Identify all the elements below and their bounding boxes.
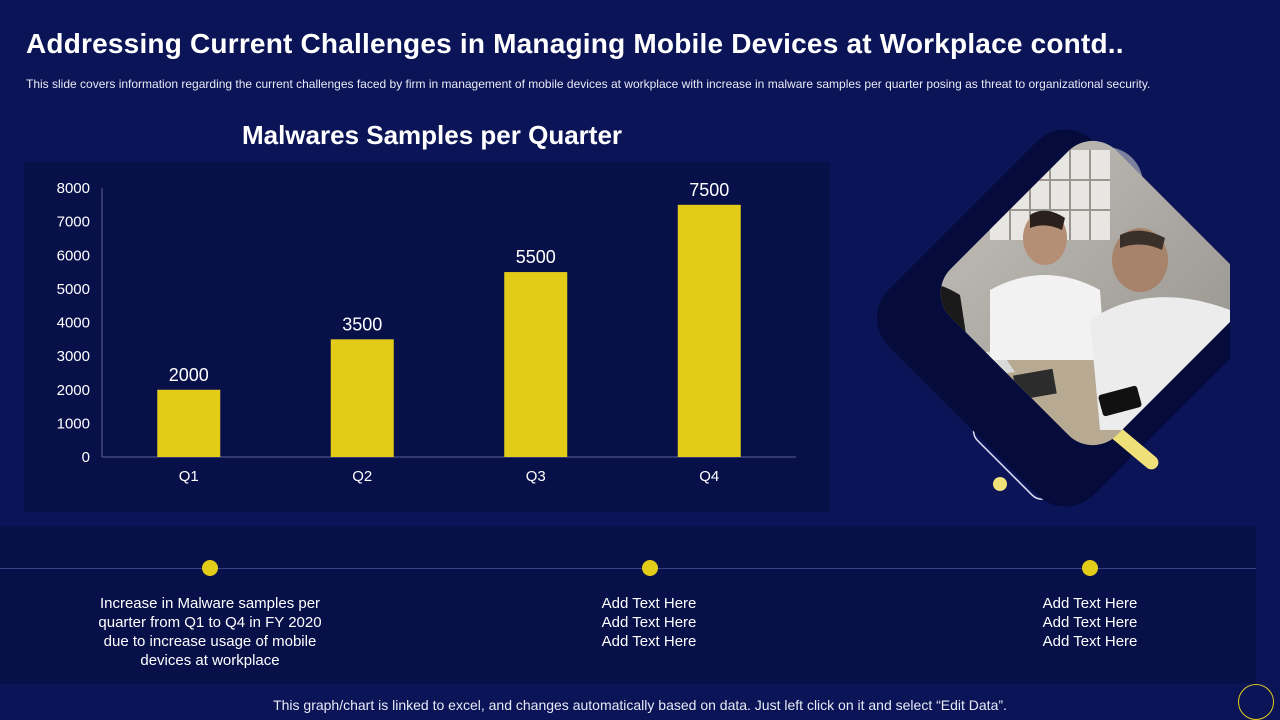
- timeline-text-3[interactable]: Add Text Here Add Text Here Add Text Her…: [960, 594, 1220, 651]
- timeline-line: [0, 568, 1256, 569]
- bar: [330, 339, 394, 457]
- data-label: 5500: [516, 247, 556, 267]
- timeline-text-2[interactable]: Add Text Here Add Text Here Add Text Her…: [519, 594, 779, 651]
- corner-circle-decoration: [1238, 684, 1274, 720]
- timeline-text-line: Add Text Here: [1042, 633, 1138, 650]
- y-tick-label: 4000: [57, 315, 90, 332]
- y-tick-label: 1000: [57, 415, 90, 432]
- x-tick-label: Q4: [699, 468, 719, 485]
- timeline-text-line: Add Text Here: [1042, 595, 1138, 612]
- x-tick-label: Q1: [179, 468, 199, 485]
- timeline-text-line: quarter from Q1 to Q4 in FY 2020: [98, 614, 322, 631]
- timeline-dot-1: [202, 560, 218, 576]
- bar: [677, 204, 741, 457]
- y-tick-label: 3000: [57, 348, 90, 365]
- data-label: 7500: [689, 180, 729, 200]
- bar: [157, 389, 221, 457]
- timeline-dot-2: [642, 560, 658, 576]
- timeline-text-line: Add Text Here: [1042, 614, 1138, 631]
- data-label: 2000: [169, 365, 209, 385]
- decorative-pill: [1107, 424, 1159, 470]
- chart-title: Malwares Samples per Quarter: [241, 120, 623, 150]
- y-tick-label: 5000: [57, 281, 90, 298]
- x-tick-label: Q2: [352, 468, 372, 485]
- meeting-photo-frame: [850, 110, 1254, 530]
- timeline-text-line: Add Text Here: [601, 614, 697, 631]
- bar: [504, 272, 568, 457]
- y-tick-label: 6000: [57, 247, 90, 264]
- data-label: 3500: [342, 314, 382, 334]
- chart-panel[interactable]: 0 1000 2000 3000 4000 5000 6000 7000 8000 2000 Q1 3…: [24, 162, 830, 512]
- y-tick-label: 2000: [57, 382, 90, 399]
- timeline-text-line: Increase in Malware samples per: [99, 595, 321, 612]
- timeline-text-line: devices at workplace: [140, 652, 280, 669]
- meeting-photo-illustration: [876, 129, 1254, 507]
- slide-subtitle: This slide covers information regarding …: [26, 77, 1151, 91]
- decorative-dot: [993, 477, 1007, 491]
- timeline-text-line: due to increase usage of mobile: [103, 633, 317, 650]
- bar-chart[interactable]: 0 1000 2000 3000 4000 5000 6000 7000 8000 2000 Q1 3…: [24, 162, 830, 512]
- timeline-panel: [0, 526, 1256, 684]
- y-tick-label: 8000: [57, 180, 90, 197]
- x-tick-label: Q3: [526, 468, 546, 485]
- footer-note: This graph/chart is linked to excel, and…: [273, 697, 1007, 713]
- timeline-dot-3: [1082, 560, 1098, 576]
- y-tick-label: 0: [82, 449, 90, 466]
- timeline-text-line: Add Text Here: [601, 633, 697, 650]
- slide-title: Addressing Current Challenges in Managin…: [26, 28, 1124, 59]
- timeline-text-line: Add Text Here: [601, 595, 697, 612]
- timeline-text-1[interactable]: Increase in Malware samples per quarter …: [80, 594, 340, 670]
- y-tick-label: 7000: [57, 214, 90, 231]
